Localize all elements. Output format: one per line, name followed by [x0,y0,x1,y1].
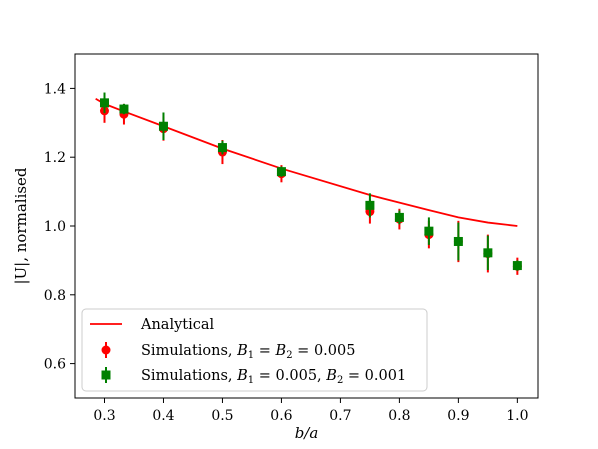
data-point-square [276,167,286,177]
legend-circle-swatch [101,345,111,355]
analytical-line [95,97,518,227]
x-tick-label: 0.7 [329,408,351,424]
legend-box [81,308,428,392]
legend-square-swatch [101,370,111,380]
x-tick-label: 0.9 [447,408,469,424]
y-tick-label: 0.8 [44,288,66,304]
data-point-square [158,121,168,131]
series-layer [95,92,522,275]
series-2 [99,92,522,271]
legend-entry-2: Simulations, B1 = 0.005, B2 = 0.001 [141,368,406,386]
data-point-square [424,226,434,236]
x-tick-label: 0.6 [270,408,292,424]
data-point-square [99,98,109,108]
y-tick-label: 1.2 [44,150,66,166]
x-tick-label: 0.4 [152,408,174,424]
x-tick-label: 0.5 [211,408,233,424]
x-tick-label: 0.8 [388,408,410,424]
data-point-square [217,143,227,153]
x-axis-label: b/a [295,424,319,442]
y-ticks: 0.6 0.8 1.0 1.2 1.4 [44,81,75,373]
y-tick-label: 1.0 [44,219,66,235]
legend: Analytical Simulations, B1 = B2 = 0.005 Si… [81,308,428,392]
x-tick-label: 1.0 [506,408,528,424]
legend-entry-1: Simulations, B1 = B2 = 0.005 [141,343,355,361]
x-tick-label: 0.3 [93,408,115,424]
legend-entry-0: Analytical [140,317,215,333]
data-point-square [365,200,375,210]
data-point-square [394,212,404,222]
x-ticks: 0.3 0.4 0.5 0.6 0.7 0.8 0.9 1.0 [93,398,528,424]
y-tick-label: 1.4 [44,81,66,97]
y-tick-label: 0.6 [44,357,66,373]
data-point-square [512,261,522,271]
data-point-square [453,236,463,246]
data-point-square [483,248,493,258]
y-axis-label: |U|, normalised [12,167,30,284]
data-point-square [119,104,129,114]
